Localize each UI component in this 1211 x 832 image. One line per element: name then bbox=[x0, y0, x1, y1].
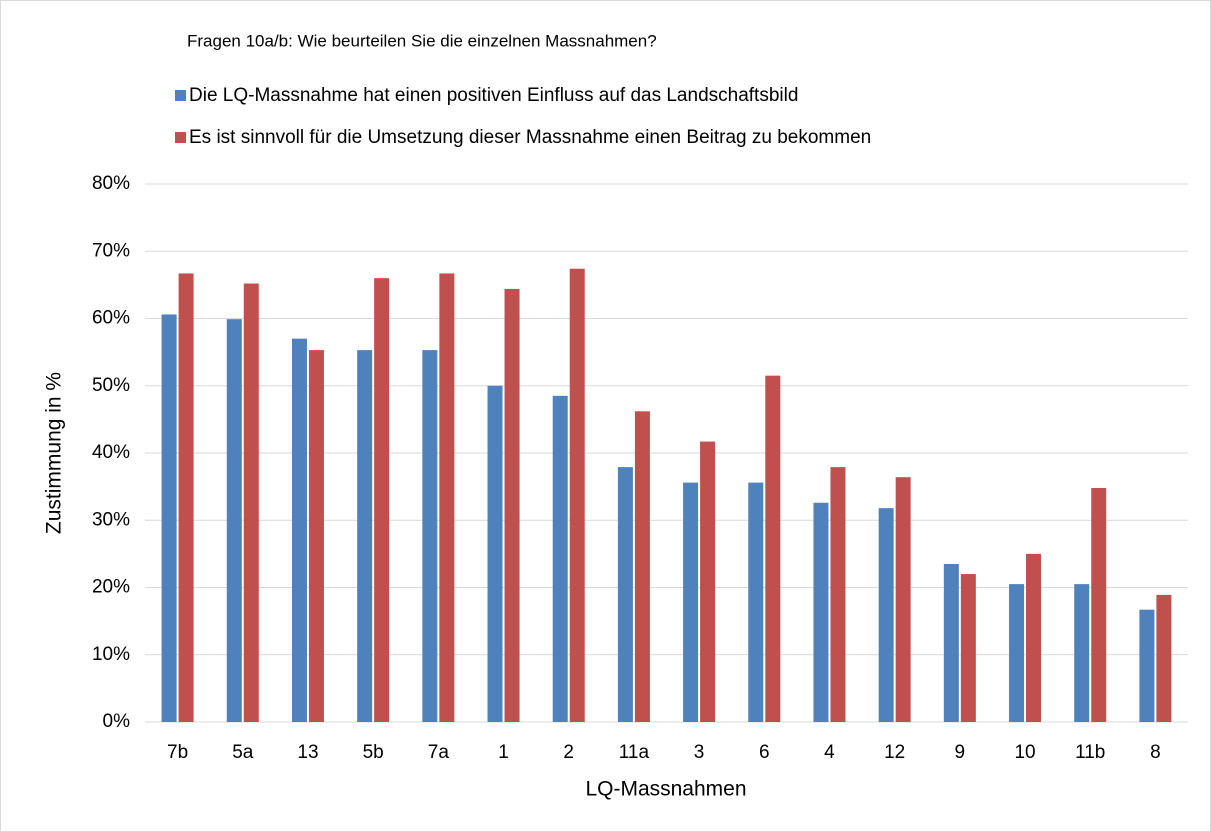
x-tick-label: 4 bbox=[824, 742, 835, 763]
x-axis-label: LQ-Massnahmen bbox=[585, 778, 746, 801]
x-tick-label: 6 bbox=[759, 742, 770, 763]
x-tick-label: 3 bbox=[694, 742, 705, 763]
bar bbox=[1156, 594, 1172, 722]
bar bbox=[291, 338, 307, 722]
legend-swatch bbox=[175, 90, 186, 101]
bar bbox=[243, 283, 259, 722]
y-tick-label: 0% bbox=[103, 711, 131, 732]
bar bbox=[439, 273, 455, 722]
bar bbox=[813, 502, 829, 722]
bar bbox=[895, 477, 911, 722]
bar bbox=[226, 319, 242, 722]
bar bbox=[569, 268, 585, 722]
x-tick-label: 7b bbox=[167, 742, 188, 763]
x-tick-label: 9 bbox=[955, 742, 966, 763]
x-tick-label: 7a bbox=[428, 742, 450, 763]
y-tick-label: 40% bbox=[92, 442, 130, 463]
bar bbox=[943, 563, 959, 722]
y-tick-label: 10% bbox=[92, 644, 130, 665]
bar bbox=[830, 467, 846, 722]
legend-swatch bbox=[175, 132, 186, 143]
bar bbox=[1074, 584, 1090, 722]
x-tick-label: 13 bbox=[297, 742, 318, 763]
y-tick-label: 80% bbox=[92, 173, 130, 194]
bar bbox=[1091, 487, 1107, 722]
bar bbox=[487, 385, 503, 722]
bar bbox=[617, 467, 633, 722]
bar bbox=[765, 375, 781, 722]
bar bbox=[1009, 584, 1025, 722]
x-tick-label: 5b bbox=[363, 742, 384, 763]
bar bbox=[357, 350, 373, 722]
bar bbox=[161, 314, 177, 722]
bar bbox=[748, 482, 764, 722]
x-tick-label: 2 bbox=[563, 742, 574, 763]
x-tick-label: 11a bbox=[619, 742, 650, 763]
x-tick-label: 11b bbox=[1075, 742, 1105, 763]
bar bbox=[1026, 553, 1042, 722]
bar bbox=[878, 508, 894, 722]
y-tick-label: 50% bbox=[92, 375, 130, 396]
bar bbox=[1139, 609, 1155, 722]
x-tick-label: 5a bbox=[232, 742, 254, 763]
x-tick-label: 8 bbox=[1150, 742, 1161, 763]
bar bbox=[178, 273, 194, 722]
y-tick-label: 20% bbox=[92, 577, 130, 598]
bar bbox=[504, 288, 520, 722]
x-tick-label: 10 bbox=[1014, 742, 1035, 763]
bar bbox=[308, 350, 324, 722]
bar bbox=[960, 574, 976, 722]
chart-title: Fragen 10a/b: Wie beurteilen Sie die ein… bbox=[187, 31, 657, 50]
bar bbox=[374, 278, 390, 722]
x-tick-label: 1 bbox=[498, 742, 509, 763]
bar bbox=[683, 482, 699, 722]
bar bbox=[552, 395, 568, 722]
x-tick-label: 12 bbox=[884, 742, 905, 763]
legend-label: Die LQ-Massnahme hat einen positiven Ein… bbox=[189, 85, 798, 106]
bar bbox=[634, 411, 650, 722]
y-tick-label: 70% bbox=[92, 240, 130, 261]
y-axis-label: Zustimmung in % bbox=[43, 372, 66, 534]
bar bbox=[422, 350, 438, 722]
y-tick-label: 60% bbox=[92, 308, 130, 329]
y-tick-label: 30% bbox=[92, 509, 130, 530]
legend-label: Es ist sinnvoll für die Umsetzung dieser… bbox=[189, 127, 871, 148]
bar bbox=[700, 441, 716, 722]
